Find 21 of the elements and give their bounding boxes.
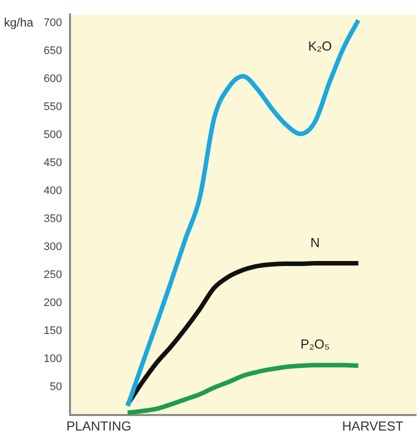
y-tick-label: 250 [44, 269, 62, 282]
y-tick-label: 50 [50, 381, 62, 394]
y-tick-label: 600 [44, 73, 62, 86]
x-tick-label: PLANTING [66, 418, 132, 434]
y-tick-label: 300 [44, 241, 62, 254]
series-label: P₂O₅ [300, 336, 330, 352]
y-tick-label: 100 [44, 353, 62, 366]
y-tick-label: 700 [44, 17, 62, 30]
y-tick-label: 400 [44, 185, 62, 198]
series-label: K₂O [308, 38, 332, 54]
y-tick-label: 650 [44, 45, 62, 58]
y-tick-label: 450 [44, 157, 62, 170]
y-tick-label: 150 [44, 325, 62, 338]
y-tick-label: 350 [44, 213, 62, 226]
y-tick-label: 550 [44, 101, 62, 114]
line-series [125, 18, 361, 408]
series-label: N [310, 234, 320, 250]
x-tick-label: HARVEST [342, 418, 404, 434]
y-tick-label: 500 [44, 129, 62, 142]
y-tick-label: 200 [44, 297, 62, 310]
y-axis-title: kg/ha [4, 15, 34, 30]
